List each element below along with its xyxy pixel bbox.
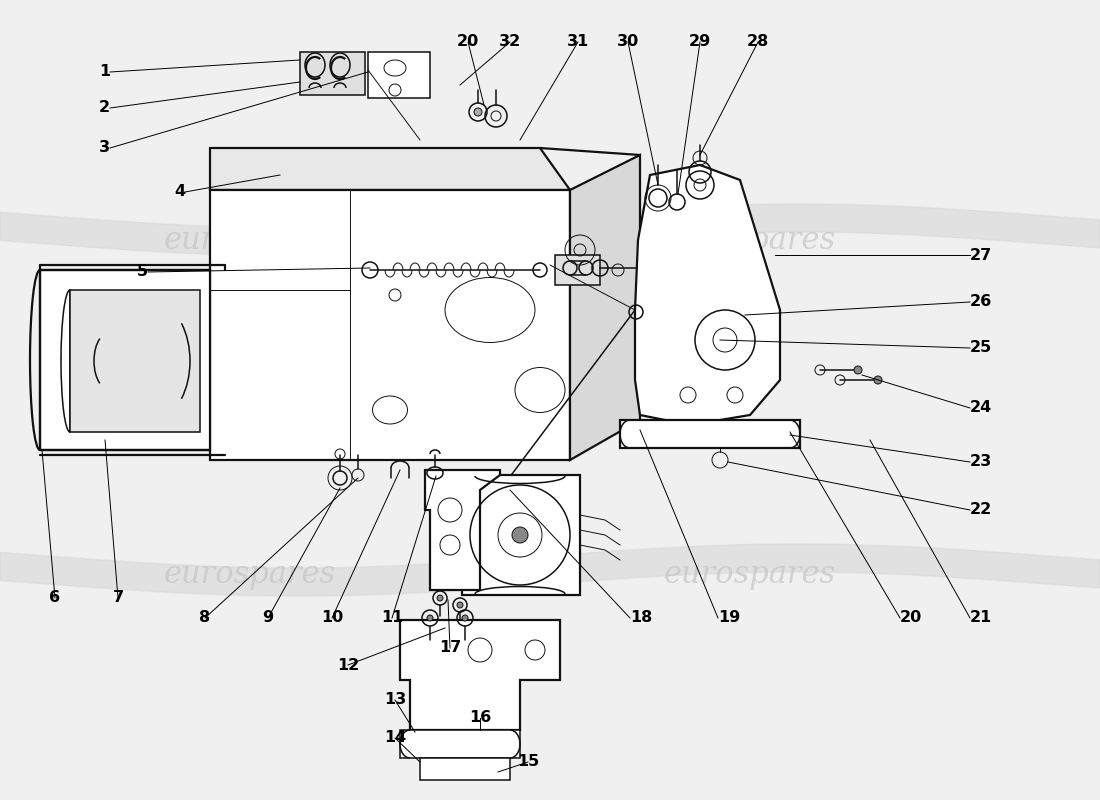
Text: 11: 11 <box>381 610 403 626</box>
Text: 13: 13 <box>384 693 406 707</box>
Text: 31: 31 <box>566 34 590 50</box>
Text: 20: 20 <box>456 34 480 50</box>
Polygon shape <box>620 420 800 448</box>
Text: 21: 21 <box>970 610 992 626</box>
Text: 29: 29 <box>689 34 711 50</box>
Text: 16: 16 <box>469 710 491 726</box>
Text: eurospares: eurospares <box>164 225 337 255</box>
Text: 32: 32 <box>499 34 521 50</box>
Circle shape <box>854 366 862 374</box>
Polygon shape <box>400 620 560 730</box>
Text: 1: 1 <box>99 65 110 79</box>
Text: 18: 18 <box>630 610 652 626</box>
Polygon shape <box>400 730 520 758</box>
Circle shape <box>512 527 528 543</box>
Text: 9: 9 <box>263 610 274 626</box>
Polygon shape <box>420 758 510 780</box>
Text: 27: 27 <box>970 247 992 262</box>
Polygon shape <box>462 475 580 595</box>
Text: 7: 7 <box>112 590 123 606</box>
Polygon shape <box>300 52 365 95</box>
Polygon shape <box>425 470 500 590</box>
Text: 30: 30 <box>617 34 639 50</box>
Text: 23: 23 <box>970 454 992 470</box>
Polygon shape <box>635 165 780 425</box>
Text: eurospares: eurospares <box>664 559 836 590</box>
Polygon shape <box>368 52 430 98</box>
Text: 12: 12 <box>337 658 359 673</box>
Text: 26: 26 <box>970 294 992 310</box>
Text: 25: 25 <box>970 341 992 355</box>
Text: 6: 6 <box>50 590 60 606</box>
Circle shape <box>462 615 468 621</box>
Polygon shape <box>70 290 200 432</box>
Text: 4: 4 <box>174 185 185 199</box>
Text: 28: 28 <box>747 34 769 50</box>
Polygon shape <box>570 155 640 460</box>
Text: 20: 20 <box>900 610 922 626</box>
Polygon shape <box>210 148 570 190</box>
Text: 24: 24 <box>970 401 992 415</box>
Text: 17: 17 <box>439 641 461 655</box>
Text: 5: 5 <box>136 265 149 279</box>
Circle shape <box>874 376 882 384</box>
Text: 3: 3 <box>99 141 110 155</box>
Text: 8: 8 <box>199 610 210 626</box>
Circle shape <box>427 615 433 621</box>
Text: eurospares: eurospares <box>664 225 836 255</box>
Text: 10: 10 <box>321 610 343 626</box>
Polygon shape <box>556 255 600 285</box>
Text: 19: 19 <box>718 610 740 626</box>
Text: 2: 2 <box>99 101 110 115</box>
Polygon shape <box>210 190 570 460</box>
Text: 22: 22 <box>970 502 992 518</box>
Text: eurospares: eurospares <box>164 559 337 590</box>
Text: 15: 15 <box>517 754 539 770</box>
Text: 14: 14 <box>384 730 406 746</box>
Circle shape <box>437 595 443 601</box>
Circle shape <box>456 602 463 608</box>
Polygon shape <box>40 270 210 450</box>
Circle shape <box>474 108 482 116</box>
